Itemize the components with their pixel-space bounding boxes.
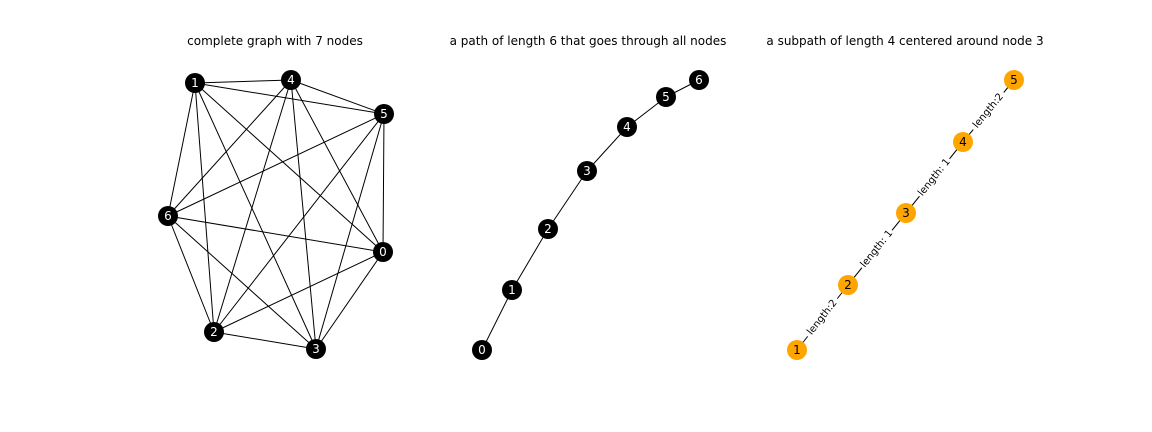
node-6 <box>158 206 178 226</box>
edge-3-4 <box>290 79 317 350</box>
edge-0-5 <box>382 113 385 253</box>
edge-0-1 <box>194 82 384 253</box>
node-label-1: 1 <box>508 283 516 297</box>
node-label-5: 5 <box>662 90 670 104</box>
node-label-0: 0 <box>478 343 486 357</box>
node-0 <box>472 340 492 360</box>
node-2 <box>538 219 558 239</box>
node-2 <box>838 275 858 295</box>
edge-1-2 <box>194 82 215 333</box>
edge-1-3 <box>194 82 317 350</box>
edge-label-background <box>914 154 955 201</box>
edge-2-6 <box>167 215 215 333</box>
edge-label-background <box>856 225 898 273</box>
edge-2-5 <box>213 113 385 333</box>
edge-0-4 <box>290 79 384 253</box>
panel-3-graph: length:2 length: 1 length: 1 length:2 1 2 3 4 5 <box>787 70 1024 360</box>
node-label-4: 4 <box>623 120 631 134</box>
node-label-5: 5 <box>1010 73 1018 87</box>
panel-2-title: a path of length 6 that goes through all… <box>449 34 727 48</box>
edge-0-1 <box>481 289 513 351</box>
node-4 <box>617 117 637 137</box>
edge-label-4-5: length:2 <box>971 91 1006 130</box>
edge-3-6 <box>167 215 317 350</box>
node-label-1: 1 <box>191 76 199 90</box>
node-3 <box>306 339 326 359</box>
node-3 <box>896 203 916 223</box>
edge-label-2-3: length: 1 <box>859 228 896 270</box>
node-4 <box>953 132 973 152</box>
node-3 <box>577 161 597 181</box>
node-label-5: 5 <box>380 107 388 121</box>
node-label-2: 2 <box>844 278 852 292</box>
edge-label-3-4: length: 1 <box>916 157 953 199</box>
node-2 <box>204 322 224 342</box>
edge-1-6 <box>167 82 196 217</box>
panel-2-graph: 0 1 2 3 4 5 6 <box>472 70 709 360</box>
node-0 <box>373 242 393 262</box>
edge-0-2 <box>213 251 384 333</box>
node-label-1: 1 <box>793 343 801 357</box>
edge-1-2 <box>511 228 549 291</box>
node-label-0: 0 <box>379 245 387 259</box>
panel-1-graph: 0 1 2 3 4 5 6 <box>158 70 394 359</box>
node-1 <box>185 73 205 93</box>
node-label-6: 6 <box>164 209 172 223</box>
node-1 <box>787 340 807 360</box>
node-label-2: 2 <box>210 325 218 339</box>
node-6 <box>689 70 709 90</box>
node-label-2: 2 <box>544 222 552 236</box>
node-label-6: 6 <box>695 73 703 87</box>
edge-3-5 <box>315 113 385 350</box>
edge-4-5 <box>290 79 385 115</box>
edge-2-4 <box>213 79 292 333</box>
node-label-4: 4 <box>959 135 967 149</box>
edge-4-6 <box>167 79 292 217</box>
node-label-3: 3 <box>312 342 320 356</box>
edge-2-3 <box>547 170 588 230</box>
node-5 <box>374 104 394 124</box>
panel-1-title: complete graph with 7 nodes <box>187 34 363 48</box>
edge-2-3 <box>213 331 317 350</box>
node-5 <box>1004 70 1024 90</box>
node-label-4: 4 <box>287 73 295 87</box>
panel-3-title: a subpath of length 4 centered around no… <box>766 34 1044 48</box>
node-label-3: 3 <box>583 164 591 178</box>
node-4 <box>281 70 301 90</box>
edge-5-6 <box>167 113 385 217</box>
node-5 <box>656 87 676 107</box>
edge-0-3 <box>315 251 384 350</box>
edge-0-6 <box>167 215 384 253</box>
edge-label-background <box>802 294 843 341</box>
edge-1-5 <box>194 82 385 115</box>
edge-1-4 <box>194 79 292 84</box>
node-label-3: 3 <box>902 206 910 220</box>
node-1 <box>502 280 522 300</box>
edge-label-background <box>967 88 1010 134</box>
edge-label-1-2: length:2 <box>805 298 839 338</box>
